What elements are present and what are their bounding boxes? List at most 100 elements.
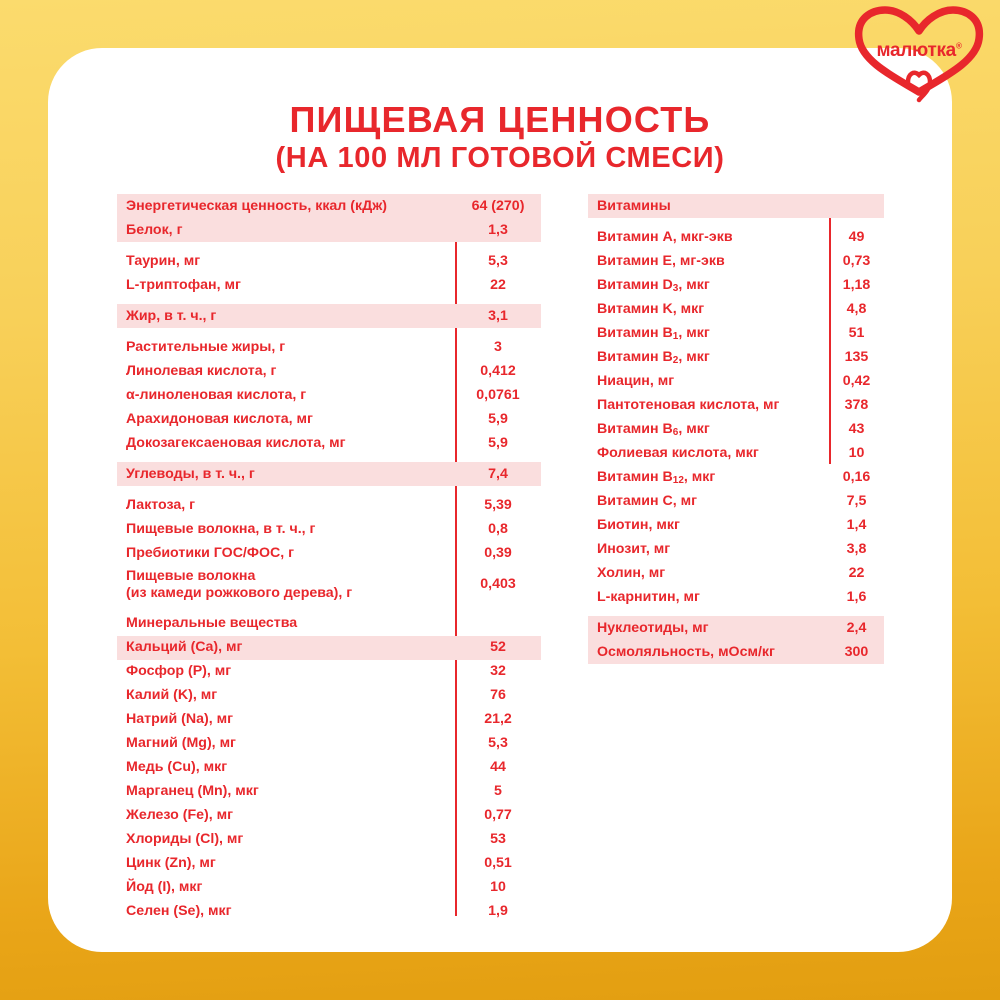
table-row: Витамин A, мкг-экв 49 — [588, 225, 884, 249]
title-main: ПИЩЕВАЯ ЦЕННОСТЬ — [289, 99, 711, 140]
table-row: Витамин B1, мкг 51 — [588, 321, 884, 345]
row-value: 0,16 — [842, 468, 871, 485]
row-label: Осмоляльность, мОсм/кг — [597, 643, 775, 660]
row-value: 0,403 — [480, 576, 516, 593]
row-value: 3,1 — [488, 307, 508, 324]
row-value: 43 — [848, 420, 865, 437]
table-row: Железо (Fe), мг 0,77 — [117, 804, 541, 828]
row-label-subscript: 3 — [672, 282, 679, 294]
row-value: 22 — [848, 564, 865, 581]
table-row: Фолиевая кислота, мкг 10 — [588, 441, 884, 465]
row-label: Магний (Mg), мг — [126, 735, 236, 752]
row-value: 3 — [494, 338, 502, 355]
row-label: Йод (I), мкг — [126, 879, 203, 896]
row-label: L-триптофан, мг — [126, 276, 241, 293]
row-spacer — [117, 297, 541, 304]
row-label: Хлориды (Cl), мг — [126, 831, 244, 848]
row-label: Цинк (Zn), мг — [126, 855, 216, 872]
table-row: Цинк (Zn), мг 0,51 — [117, 852, 541, 876]
table-right-rows: Витамины Витамин A, мкг-экв 49 Витамин E, м… — [588, 194, 884, 664]
row-value: 5,39 — [484, 496, 512, 513]
row-value: 51 — [848, 324, 865, 341]
row-label: α-линоленовая кислота, г — [126, 386, 307, 403]
row-value: 0,39 — [484, 544, 512, 561]
row-label: Докозагексаеновая кислота, мг — [126, 434, 346, 451]
row-value: 52 — [490, 639, 506, 656]
row-value: 300 — [844, 643, 869, 660]
row-label-subscript: 12 — [672, 474, 684, 486]
row-value: 5,9 — [488, 410, 508, 427]
table-row: Таурин, мг 5,3 — [117, 249, 541, 273]
table-row: Витамин B2, мкг 135 — [588, 345, 884, 369]
table-row: Витамин B6, мкг 43 — [588, 417, 884, 441]
nutrition-table-right: Витамины Витамин A, мкг-экв 49 Витамин E, м… — [588, 194, 884, 664]
brand-name: малютка — [876, 40, 956, 61]
table-row: Биотин, мкг 1,4 — [588, 513, 884, 537]
row-label-line2: (из камеди рожкового дерева), г — [126, 584, 353, 601]
row-value: 0,77 — [484, 807, 512, 824]
row-value: 1,18 — [842, 276, 871, 293]
row-spacer — [117, 242, 541, 249]
row-label: Фолиевая кислота, мкг — [597, 444, 759, 461]
table-row: L-карнитин, мг 1,6 — [588, 585, 884, 609]
table-row: Минеральные вещества — [117, 612, 541, 636]
row-value: 1,3 — [488, 221, 508, 238]
table-row: Арахидоновая кислота, мг 5,9 — [117, 407, 541, 431]
row-value: 32 — [490, 663, 506, 680]
row-label-subscript: 6 — [672, 426, 679, 438]
table-row: Холин, мг 22 — [588, 561, 884, 585]
title-subtitle: (НА 100 МЛ ГОТОВОЙ СМЕСИ) — [275, 142, 725, 175]
row-value: 0,51 — [484, 855, 512, 872]
row-label: Витамин E, мг-экв — [597, 252, 725, 269]
table-row: Кальций (Ca), мг 52 — [117, 635, 541, 660]
row-value: 22 — [490, 276, 506, 293]
row-value: 5 — [494, 783, 502, 800]
row-spacer — [117, 605, 541, 612]
row-label-subscript: 2 — [672, 354, 679, 366]
row-label: Калий (K), мг — [126, 687, 218, 704]
row-value: 10 — [848, 444, 865, 461]
row-label: Минеральные вещества — [126, 615, 298, 632]
table-row: Растительные жиры, г 3 — [117, 335, 541, 359]
row-label: Медь (Cu), мкг — [126, 759, 228, 776]
row-label-subscript: 1 — [672, 330, 679, 342]
row-label: Фосфор (P), мг — [126, 663, 232, 680]
row-label: Марганец (Mn), мкг — [126, 783, 259, 800]
row-label: Витамин B2, мкг — [597, 348, 710, 366]
row-value — [455, 621, 541, 627]
table-row: Селен (Se), мкг 1,9 — [117, 900, 541, 924]
table-row: Пантотеновая кислота, мг 378 — [588, 393, 884, 417]
row-value: 49 — [848, 228, 865, 245]
row-label: Арахидоновая кислота, мг — [126, 410, 313, 427]
table-row: Витамин D3, мкг 1,18 — [588, 273, 884, 297]
row-label: Натрий (Na), мг — [126, 711, 234, 728]
table-row: Пребиотики ГОС/ФОС, г 0,39 — [117, 541, 541, 565]
row-label: Растительные жиры, г — [126, 338, 286, 355]
row-value: 0,73 — [842, 252, 871, 269]
row-value: 0,8 — [488, 520, 508, 537]
row-label: Холин, мг — [597, 564, 666, 581]
table-row: Йод (I), мкг 10 — [117, 876, 541, 900]
row-value: 3,8 — [846, 540, 867, 557]
table-left-rows: Энергетическая ценность, ккал (кДж) 64 (2… — [117, 194, 541, 924]
row-label: Железо (Fe), мг — [126, 807, 234, 824]
row-label: Витамин A, мкг-экв — [597, 228, 733, 245]
table-row: Витамин K, мкг 4,8 — [588, 297, 884, 321]
table-row: Магний (Mg), мг 5,3 — [117, 732, 541, 756]
table-row: Хлориды (Cl), мг 53 — [117, 828, 541, 852]
row-value: 10 — [490, 879, 506, 896]
row-label: Витамин B12, мкг — [597, 468, 716, 486]
row-label: Пантотеновая кислота, мг — [597, 396, 780, 413]
trademark-symbol: ® — [955, 41, 962, 51]
row-value: 1,4 — [846, 516, 867, 533]
table-row: Углеводы, в т. ч., г 7,4 — [117, 462, 541, 486]
table-row: Докозагексаеновая кислота, мг 5,9 — [117, 431, 541, 455]
table-row: Линолевая кислота, г 0,412 — [117, 359, 541, 383]
row-spacer — [117, 486, 541, 493]
row-value: 44 — [490, 759, 506, 776]
row-label: Углеводы, в т. ч., г — [126, 465, 255, 482]
row-label: Витамин B6, мкг — [597, 420, 710, 438]
row-value: 378 — [844, 396, 869, 413]
row-value: 5,3 — [488, 735, 508, 752]
row-value: 135 — [844, 348, 869, 365]
